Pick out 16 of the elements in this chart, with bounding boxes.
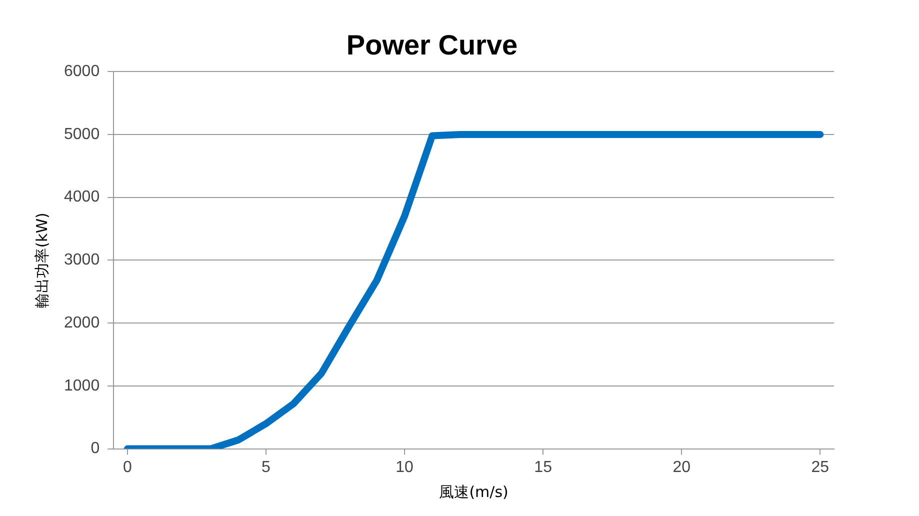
y-tick-label: 3000 xyxy=(64,252,100,269)
x-tick-label: 5 xyxy=(262,458,271,476)
x-tick-label: 20 xyxy=(672,458,691,476)
y-tick-label: 2000 xyxy=(64,314,100,332)
x-tick-label: 15 xyxy=(534,458,552,476)
y-tick-label: 4000 xyxy=(64,188,100,206)
y-axis-title: 輸出功率(kW) xyxy=(32,212,51,308)
y-tick-label: 5000 xyxy=(64,126,100,143)
x-tick-label: 0 xyxy=(122,458,132,476)
chart-title: Power Curve xyxy=(346,30,518,61)
y-tick-label: 1000 xyxy=(64,377,100,394)
y-tick-label: 0 xyxy=(90,440,100,458)
x-axis-title: 風速(m/s) xyxy=(439,482,508,501)
y-tick-label: 6000 xyxy=(64,63,100,80)
x-tick-label: 25 xyxy=(811,458,830,476)
x-tick-label: 10 xyxy=(396,458,414,476)
